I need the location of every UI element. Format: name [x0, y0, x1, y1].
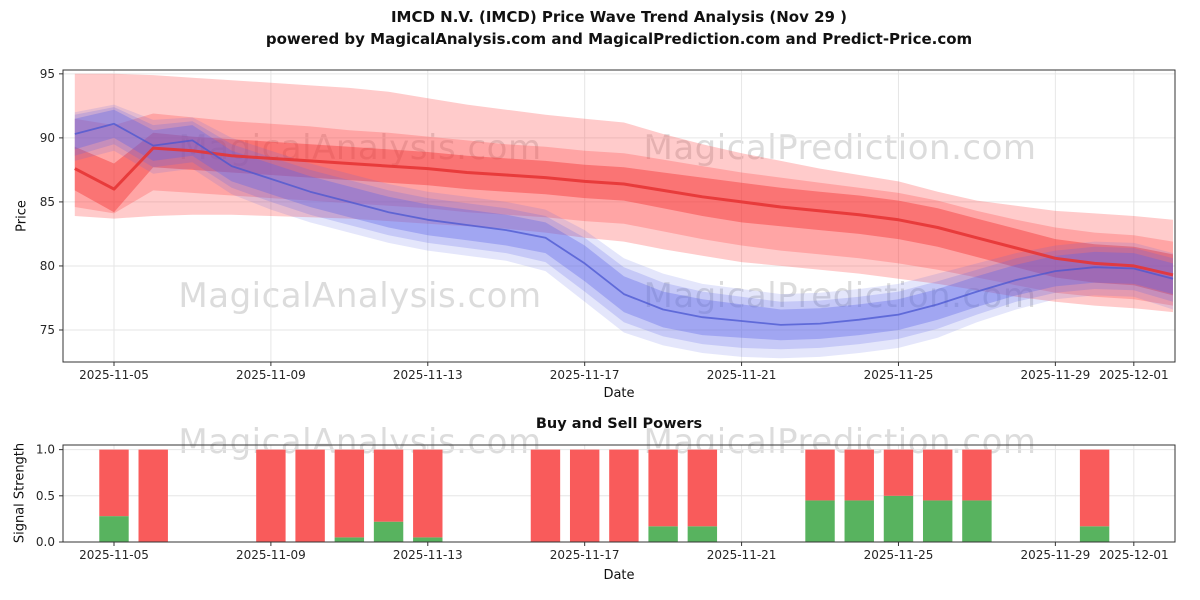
buy-bar-2025-11-13 [413, 537, 443, 542]
buy-bar-2025-11-26 [922, 500, 953, 542]
plot-frame-top [62, 69, 1176, 363]
sell-bar-2025-11-06 [138, 449, 168, 542]
xtick-label-top-2025-11-13: 2025-11-13 [393, 368, 463, 382]
ytick-label-top-90: 90 [40, 131, 55, 145]
sell-bar-2025-11-30 [1079, 449, 1110, 527]
sell-bar-2025-11-18 [609, 449, 639, 542]
xtick-label-bot-2025-11-09: 2025-11-09 [236, 548, 306, 562]
ytick-label-bot-0.0: 0.0 [36, 535, 55, 549]
xtick-label-top-2025-11-09: 2025-11-09 [236, 368, 306, 382]
buy-bar-2025-11-23 [805, 500, 835, 542]
xtick-label-bot-2025-11-25: 2025-11-25 [864, 548, 934, 562]
ytick-label-bot-1.0: 1.0 [36, 443, 55, 457]
watermark-prediction-top-row1: MagicalPrediction.com [643, 128, 1037, 168]
sell-bar-2025-11-11 [334, 449, 365, 538]
xtick-label-bot-2025-11-29: 2025-11-29 [1020, 548, 1090, 562]
xtick-label-bot-2025-11-13: 2025-11-13 [393, 548, 463, 562]
ytick-label-top-95: 95 [40, 67, 55, 81]
xtick-label-top-2025-11-29: 2025-11-29 [1020, 368, 1090, 382]
watermark-analysis-top-row1: MagicalAnalysis.com [178, 128, 542, 168]
price-axis-label: Price [14, 200, 30, 232]
page-subtitle: powered by MagicalAnalysis.com and Magic… [265, 30, 973, 48]
ytick-label-top-85: 85 [40, 195, 55, 209]
xtick-label-bot-2025-11-05: 2025-11-05 [79, 548, 149, 562]
buy-bar-2025-11-25 [883, 495, 914, 542]
buy-bar-2025-11-12 [373, 521, 404, 542]
xtick-label-bot-2025-12-01: 2025-12-01 [1099, 548, 1169, 562]
xtick-label-top-2025-11-25: 2025-11-25 [864, 368, 934, 382]
date-axis-label-top: Date [603, 386, 635, 401]
buy-bar-2025-11-19 [648, 526, 678, 542]
xtick-label-top-2025-11-05: 2025-11-05 [79, 368, 149, 382]
page-title: IMCD N.V. (IMCD) Price Wave Trend Analys… [390, 8, 848, 26]
buy-sell-powers-title: Buy and Sell Powers [535, 416, 703, 432]
date-axis-label-bottom: Date [603, 568, 635, 583]
buy-bar-2025-11-11 [334, 537, 365, 542]
xtick-label-bot-2025-11-21: 2025-11-21 [707, 548, 777, 562]
watermark-prediction-top-row2: MagicalPrediction.com [643, 276, 1037, 316]
xtick-label-bot-2025-11-17: 2025-11-17 [550, 548, 620, 562]
buy-bar-2025-11-27 [962, 500, 992, 542]
watermark-analysis-top-row2: MagicalAnalysis.com [178, 276, 542, 316]
xtick-label-top-2025-11-21: 2025-11-21 [707, 368, 777, 382]
ytick-label-top-75: 75 [40, 323, 55, 337]
sell-bar-2025-11-10 [295, 449, 325, 542]
sell-bar-2025-11-17 [569, 449, 600, 542]
sell-bar-2025-11-16 [530, 449, 561, 542]
ytick-label-bot-0.5: 0.5 [36, 489, 55, 503]
sell-bar-2025-11-09 [256, 449, 286, 542]
buy-bar-2025-11-20 [687, 526, 718, 542]
xtick-label-top-2025-12-01: 2025-12-01 [1099, 368, 1169, 382]
sell-bar-2025-11-05 [99, 449, 129, 517]
sell-bar-2025-11-13 [413, 449, 443, 538]
xtick-label-top-2025-11-17: 2025-11-17 [550, 368, 620, 382]
buy-bar-2025-11-24 [844, 500, 874, 542]
buy-bar-2025-11-05 [99, 516, 129, 542]
signal-strength-axis-label: Signal Strength [12, 442, 28, 544]
buy-bar-2025-11-30 [1079, 526, 1110, 542]
ytick-label-top-80: 80 [40, 259, 55, 273]
